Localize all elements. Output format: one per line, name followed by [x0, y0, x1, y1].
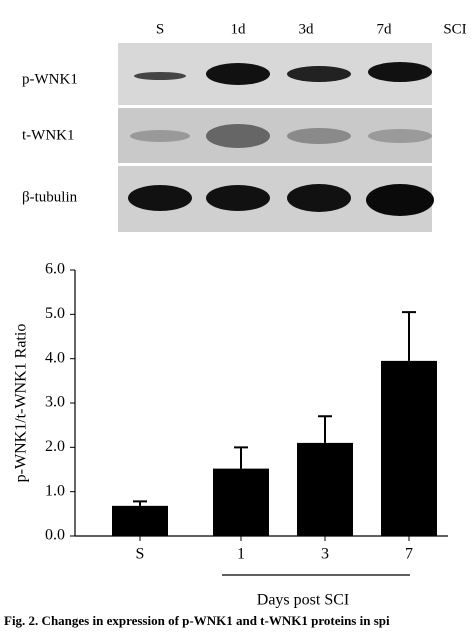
x-tick-label: 3 [321, 546, 329, 563]
row-label: p-WNK1 [22, 71, 78, 87]
y-tick-label: 0.0 [45, 527, 65, 544]
lane-label: 3d [299, 21, 315, 37]
y-tick-label: 2.0 [45, 438, 65, 455]
y-tick-label: 5.0 [45, 305, 65, 322]
bar [297, 442, 353, 536]
caption: Fig. 2. Changes in expression of p-WNK1 … [4, 613, 390, 628]
lane-label: S [156, 21, 164, 37]
error-bar [234, 446, 248, 469]
error-bar [133, 500, 147, 506]
bar [213, 468, 269, 536]
lane-label: 7d [377, 21, 393, 37]
y-tick-label: 6.0 [45, 261, 65, 278]
blot-panels [118, 43, 434, 232]
lane-label: SCI [443, 21, 466, 37]
bar [112, 505, 168, 536]
y-tick-label: 4.0 [45, 349, 65, 366]
row-label: β-tubulin [22, 189, 78, 205]
lane-label: 1d [231, 21, 247, 37]
x-tick-label: S [136, 546, 145, 563]
row-label: t-WNK1 [22, 127, 75, 143]
y-tick-label: 3.0 [45, 394, 65, 411]
x-tick-label: 1 [237, 546, 245, 563]
x-tick-label: 7 [405, 546, 413, 563]
bar [381, 360, 437, 536]
error-bar [318, 415, 332, 443]
error-bar [402, 311, 416, 361]
y-axis-title: p-WNK1/t-WNK1 Ratio [13, 324, 30, 483]
y-tick-label: 1.0 [45, 482, 65, 499]
x-axis-title: Days post SCI [257, 592, 349, 609]
